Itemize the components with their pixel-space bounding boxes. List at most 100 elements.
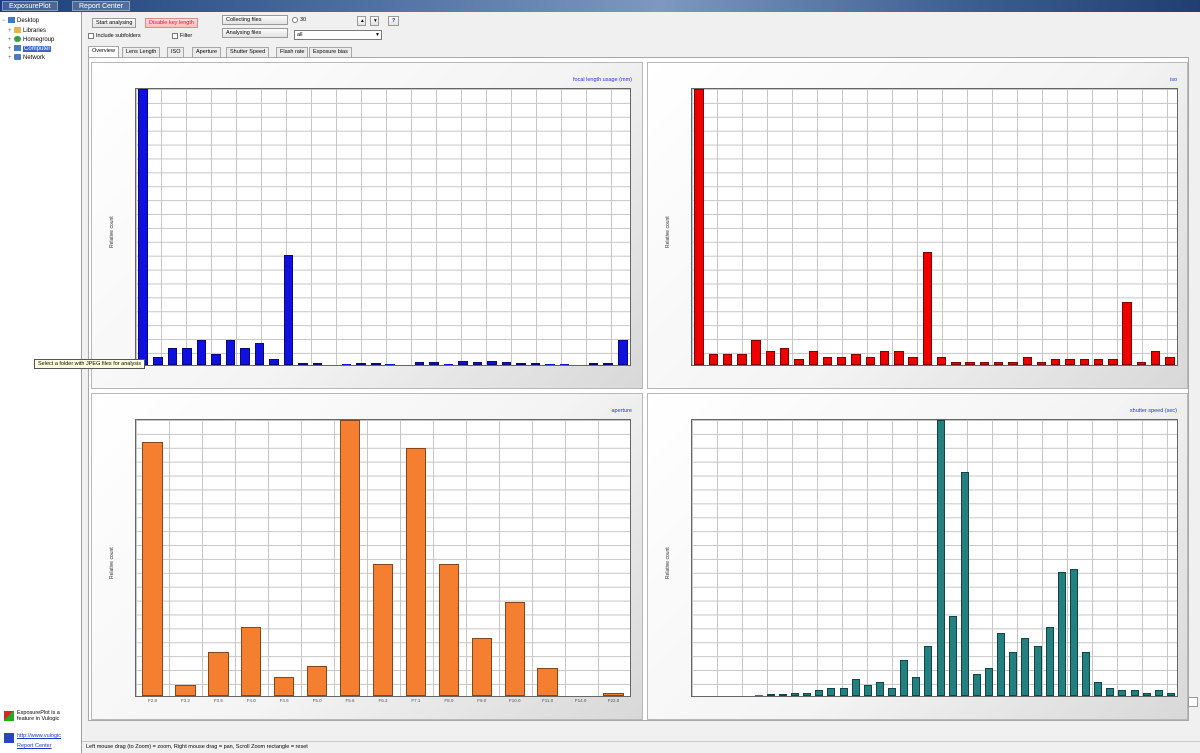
chart-bar (225, 340, 236, 365)
chart-bar (501, 362, 512, 365)
aperture-chart-panel[interactable]: aperture Relative count F2.8 F3.2 F3.5 F4.0… (91, 393, 643, 720)
plot-area[interactable] (135, 88, 631, 366)
collecting-files-label: Collecting files (222, 15, 288, 25)
chart-bar (922, 251, 933, 365)
promo-link[interactable]: Report Center (17, 743, 52, 749)
analysing-files-label: Analysing files (222, 28, 288, 38)
chart-bar (504, 602, 525, 696)
arrow-up-button[interactable]: ▴ (357, 16, 366, 26)
chart-bar (273, 676, 295, 696)
help-button[interactable]: ? (388, 16, 399, 26)
chart-bar (1045, 627, 1054, 696)
chart-bar (196, 340, 207, 365)
plot-area[interactable]: F2.8 F3.2 F3.5 F4.0 F4.5 F5.0 F5.6 F6.3 F7.1 F8.0… (135, 419, 631, 703)
chart-bar (152, 356, 163, 365)
x-tick-label: F2.8 (147, 698, 157, 703)
chart-bar (851, 353, 861, 365)
x-tick-label: F3.5 (213, 698, 223, 703)
chart-bar (894, 351, 904, 365)
include-subfolders-checkbox[interactable]: Include subfolders (88, 32, 141, 40)
level-select[interactable]: all ▼ (294, 30, 382, 40)
homegroup-icon (14, 36, 21, 43)
count-radio[interactable]: 30 (292, 16, 306, 24)
promo-panel: ExposurePlot is a feature in Vulogic htt… (0, 706, 82, 753)
scroll-corner[interactable] (1188, 697, 1198, 707)
desktop-icon (8, 17, 15, 24)
x-tick-label: F5.6 (345, 698, 355, 703)
chart-bar (875, 682, 884, 696)
chart-bar (306, 665, 328, 696)
chart-bar (972, 673, 981, 696)
chart-bar (283, 254, 294, 365)
chart-bar (516, 363, 526, 365)
chart-bar (791, 693, 800, 696)
shutter-chart-panel[interactable]: shutter speed (sec) Relative count (647, 393, 1188, 720)
arrow-down-button[interactable]: ▾ (370, 16, 379, 26)
chart-bar (1165, 356, 1175, 365)
chart-bar (1106, 687, 1115, 696)
tab-iso[interactable]: ISO (167, 47, 185, 57)
tab-lens-length[interactable]: Lens Length (122, 47, 161, 57)
chart-bar (808, 351, 818, 365)
x-tick-label: F22.0 (607, 698, 620, 703)
expand-icon[interactable]: + (8, 46, 12, 52)
window-tab-report-center[interactable]: Report Center (72, 1, 130, 11)
chart-bar (1108, 359, 1118, 365)
chart-bar (839, 687, 848, 696)
chart-bar (603, 363, 613, 365)
window-tab-exposureplot[interactable]: ExposurePlot (2, 1, 58, 11)
expand-icon[interactable]: + (8, 55, 12, 61)
lens-chart-panel[interactable]: focal length usage (mm) Relative count (91, 62, 643, 389)
tab-aperture[interactable]: Aperture (192, 47, 222, 57)
chart-bar (936, 356, 947, 365)
expand-icon[interactable]: + (8, 28, 12, 34)
tree-item-computer[interactable]: + Computer (8, 45, 52, 52)
chart-bar (298, 363, 308, 365)
tree-item-network[interactable]: + Network (8, 54, 46, 61)
chart-bar (530, 363, 541, 365)
x-tick-label: F10.0 (508, 698, 521, 703)
plot-area[interactable] (691, 88, 1178, 366)
chart-bar (1022, 356, 1032, 365)
chart-bar (837, 356, 847, 365)
chart-bar (1079, 359, 1089, 365)
chart-bar (472, 362, 483, 365)
chart-bar (167, 348, 178, 365)
promo-link[interactable]: http://www.vulogic (17, 733, 62, 739)
y-axis-label: Relative count (109, 216, 115, 248)
chart-bar (138, 89, 149, 365)
start-analysing-button[interactable]: Start analysing (92, 18, 137, 28)
chart-bar (1118, 690, 1127, 696)
chart-bar (936, 420, 945, 696)
expand-icon[interactable]: − (2, 18, 6, 24)
x-tick-label: F4.5 (279, 698, 289, 703)
chart-bar (900, 660, 909, 696)
chart-bar (1009, 651, 1018, 696)
chart-bar (1057, 571, 1066, 696)
chart-bar (175, 684, 196, 696)
chart-bar (458, 360, 468, 365)
tab-overview[interactable]: Overview (88, 46, 119, 57)
chart-bar (405, 447, 427, 696)
chart-bar (341, 364, 352, 365)
chart-bar (908, 356, 918, 365)
chart-bar (803, 693, 812, 696)
tree-item-desktop[interactable]: − Desktop (2, 17, 40, 24)
chart-title: shutter speed (sec) (1129, 408, 1177, 414)
plot-area[interactable] (691, 419, 1178, 697)
iso-chart-panel[interactable]: iso Relative count (647, 62, 1188, 389)
tab-flash-rate[interactable]: Flash rate (276, 47, 309, 57)
filter-checkbox[interactable]: Filter (172, 32, 192, 40)
x-tick-label: F4.0 (246, 698, 256, 703)
chart-bar (254, 342, 265, 365)
chart-bar (356, 363, 366, 365)
chart-bar (312, 363, 323, 365)
tree-item-libraries[interactable]: + Libraries (8, 27, 47, 34)
disable-key-length-button[interactable]: Disable key length (145, 18, 198, 28)
expand-icon[interactable]: + (8, 37, 12, 43)
tab-exposure-bias[interactable]: Exposure bias (309, 47, 352, 57)
tab-shutter-speed[interactable]: Shutter Speed (226, 47, 270, 57)
right-scroll-track[interactable] (1189, 57, 1200, 721)
chart-bar (545, 364, 555, 365)
tree-item-homegroup[interactable]: + Homegroup (8, 36, 55, 43)
